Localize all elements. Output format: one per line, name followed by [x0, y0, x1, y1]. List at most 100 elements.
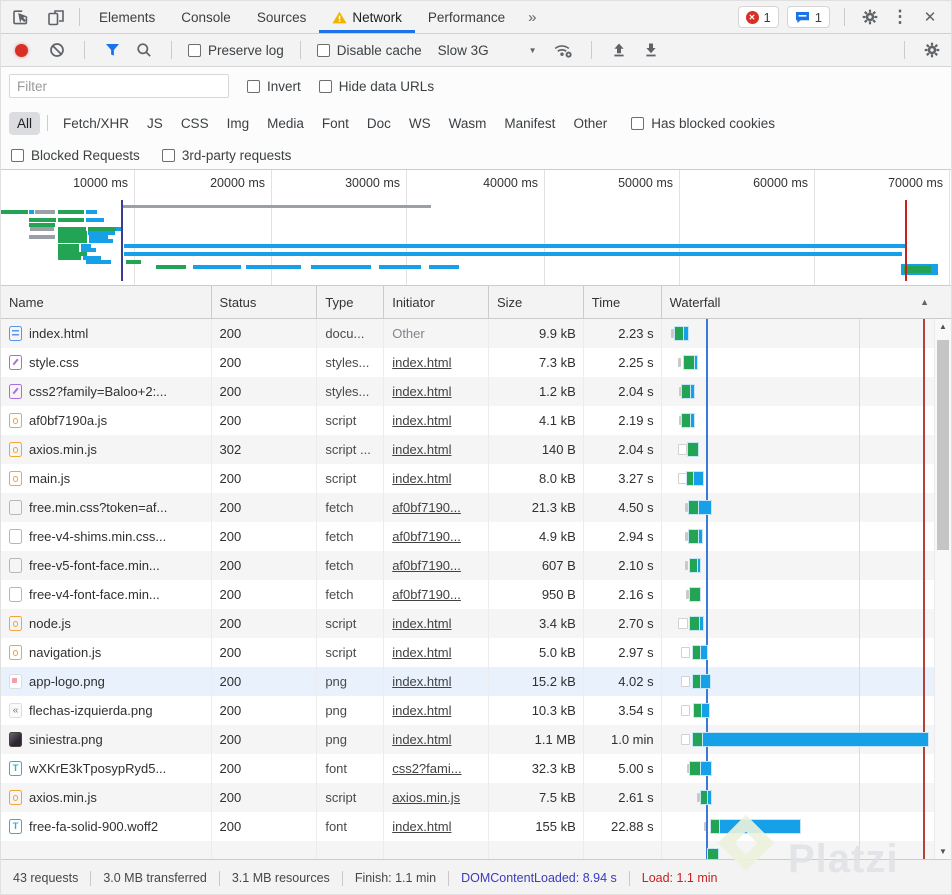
table-row[interactable]: style.css200styles...index.html7.3 kB2.2… — [1, 348, 951, 377]
initiator-link[interactable]: index.html — [392, 819, 451, 834]
blocked-requests-checkbox[interactable]: Blocked Requests — [11, 148, 140, 163]
initiator-link[interactable]: af0bf7190... — [392, 587, 461, 602]
checkbox[interactable] — [162, 149, 175, 162]
type-filter-css[interactable]: CSS — [173, 112, 217, 135]
table-row[interactable]: flechas-izquierda.png200pngindex.html10.… — [1, 696, 951, 725]
scroll-up-arrow-icon[interactable]: ▲ — [935, 319, 951, 334]
record-button[interactable] — [15, 44, 28, 57]
column-header-time[interactable]: Time — [584, 286, 662, 318]
type-filter-all[interactable]: All — [9, 112, 40, 135]
invert-checkbox[interactable]: Invert — [247, 79, 301, 94]
table-row[interactable]: af0bf7190a.js200scriptindex.html4.1 kB2.… — [1, 406, 951, 435]
column-header-size[interactable]: Size — [489, 286, 584, 318]
initiator-link[interactable]: index.html — [392, 355, 451, 370]
column-header-type[interactable]: Type — [317, 286, 384, 318]
checkbox[interactable] — [319, 80, 332, 93]
filter-input[interactable] — [9, 74, 229, 98]
initiator-link[interactable]: css2?fami... — [392, 761, 461, 776]
network-settings-gear-icon[interactable] — [921, 39, 943, 61]
settings-gear-icon[interactable] — [859, 6, 881, 28]
table-row[interactable]: css2?family=Baloo+2:...200styles...index… — [1, 377, 951, 406]
request-status-cell: 200 — [212, 638, 318, 667]
scrollbar-thumb[interactable] — [937, 340, 949, 550]
initiator-link[interactable]: index.html — [392, 384, 451, 399]
type-filter-wasm[interactable]: Wasm — [441, 112, 495, 135]
initiator-link[interactable]: index.html — [392, 616, 451, 631]
initiator-link[interactable]: af0bf7190... — [392, 500, 461, 515]
export-har-icon[interactable] — [640, 39, 662, 61]
overview-tick-label: 30000 ms — [320, 176, 400, 190]
checkbox[interactable] — [11, 149, 24, 162]
column-header-name[interactable]: Name — [1, 286, 212, 318]
initiator-link[interactable]: index.html — [392, 674, 451, 689]
tab-elements[interactable]: Elements — [86, 1, 168, 33]
checkbox[interactable] — [247, 80, 260, 93]
network-overview-timeline[interactable]: 10000 ms20000 ms30000 ms40000 ms50000 ms… — [1, 169, 951, 286]
table-row[interactable]: free-fa-solid-900.woff2200fontindex.html… — [1, 812, 951, 841]
tab-sources[interactable]: Sources — [244, 1, 320, 33]
throttling-select[interactable]: Slow 3G ▼ — [432, 41, 543, 60]
clear-icon[interactable] — [46, 39, 68, 61]
third-party-requests-checkbox[interactable]: 3rd-party requests — [162, 148, 292, 163]
initiator-link[interactable]: af0bf7190... — [392, 558, 461, 573]
table-row[interactable] — [1, 841, 951, 859]
scroll-down-arrow-icon[interactable]: ▼ — [935, 844, 951, 859]
initiator-link[interactable]: index.html — [392, 645, 451, 660]
table-row[interactable]: wXKrE3kTposypRyd5...200fontcss2?fami...3… — [1, 754, 951, 783]
waterfall-download-bar — [701, 646, 707, 659]
initiator-link[interactable]: index.html — [392, 703, 451, 718]
type-filter-js[interactable]: JS — [139, 112, 171, 135]
import-har-icon[interactable] — [608, 39, 630, 61]
column-header-status[interactable]: Status — [212, 286, 318, 318]
checkbox[interactable] — [188, 44, 201, 57]
inspect-element-icon[interactable] — [9, 6, 31, 28]
checkbox[interactable] — [317, 44, 330, 57]
tab-network[interactable]: Network — [319, 1, 415, 33]
table-row[interactable]: axios.min.js200scriptaxios.min.js7.5 kB2… — [1, 783, 951, 812]
table-row[interactable]: free-v4-shims.min.css...200fetchaf0bf719… — [1, 522, 951, 551]
preserve-log-checkbox[interactable]: Preserve log — [188, 43, 284, 58]
initiator-link[interactable]: index.html — [392, 471, 451, 486]
has-blocked-cookies-checkbox[interactable]: Has blocked cookies — [631, 116, 775, 131]
vertical-scrollbar[interactable]: ▲▼ — [934, 319, 951, 859]
table-row[interactable]: free-v5-font-face.min...200fetchaf0bf719… — [1, 551, 951, 580]
kebab-menu-icon[interactable]: ⋮ — [889, 6, 911, 28]
type-filter-doc[interactable]: Doc — [359, 112, 399, 135]
initiator-link[interactable]: axios.min.js — [392, 790, 460, 805]
search-icon[interactable] — [133, 39, 155, 61]
initiator-link[interactable]: af0bf7190... — [392, 529, 461, 544]
table-row[interactable]: free-v4-font-face.min...200fetchaf0bf719… — [1, 580, 951, 609]
table-row[interactable]: navigation.js200scriptindex.html5.0 kB2.… — [1, 638, 951, 667]
initiator-link[interactable]: index.html — [392, 732, 451, 747]
column-header-initiator[interactable]: Initiator — [384, 286, 489, 318]
close-icon[interactable]: ✕ — [919, 6, 941, 28]
type-filter-img[interactable]: Img — [219, 112, 258, 135]
table-row[interactable]: siniestra.png200pngindex.html1.1 MB1.0 m… — [1, 725, 951, 754]
network-conditions-icon[interactable] — [553, 39, 575, 61]
tab-console[interactable]: Console — [168, 1, 244, 33]
table-row[interactable]: main.js200scriptindex.html8.0 kB3.27 s — [1, 464, 951, 493]
type-filter-ws[interactable]: WS — [401, 112, 439, 135]
type-filter-font[interactable]: Font — [314, 112, 357, 135]
issues-count-badge[interactable]: 1 — [787, 6, 830, 28]
table-row[interactable]: app-logo.png200pngindex.html15.2 kB4.02 … — [1, 667, 951, 696]
hide-data-urls-checkbox[interactable]: Hide data URLs — [319, 79, 434, 94]
filter-funnel-icon[interactable] — [101, 39, 123, 61]
more-tabs-button[interactable]: » — [518, 1, 546, 33]
initiator-link[interactable]: index.html — [392, 413, 451, 428]
table-row[interactable]: node.js200scriptindex.html3.4 kB2.70 s — [1, 609, 951, 638]
type-filter-other[interactable]: Other — [565, 112, 615, 135]
table-row[interactable]: index.html200docu...Other9.9 kB2.23 s — [1, 319, 951, 348]
type-filter-fetch-xhr[interactable]: Fetch/XHR — [55, 112, 137, 135]
device-toolbar-icon[interactable] — [45, 6, 67, 28]
column-header-waterfall[interactable]: Waterfall▲ — [662, 286, 951, 318]
type-filter-manifest[interactable]: Manifest — [496, 112, 563, 135]
error-count-badge[interactable]: ✕ 1 — [738, 6, 779, 28]
checkbox[interactable] — [631, 117, 644, 130]
disable-cache-checkbox[interactable]: Disable cache — [317, 43, 422, 58]
initiator-link[interactable]: index.html — [392, 442, 451, 457]
type-filter-media[interactable]: Media — [259, 112, 312, 135]
tab-performance[interactable]: Performance — [415, 1, 518, 33]
table-row[interactable]: axios.min.js302script ...index.html140 B… — [1, 435, 951, 464]
table-row[interactable]: free.min.css?token=af...200fetchaf0bf719… — [1, 493, 951, 522]
